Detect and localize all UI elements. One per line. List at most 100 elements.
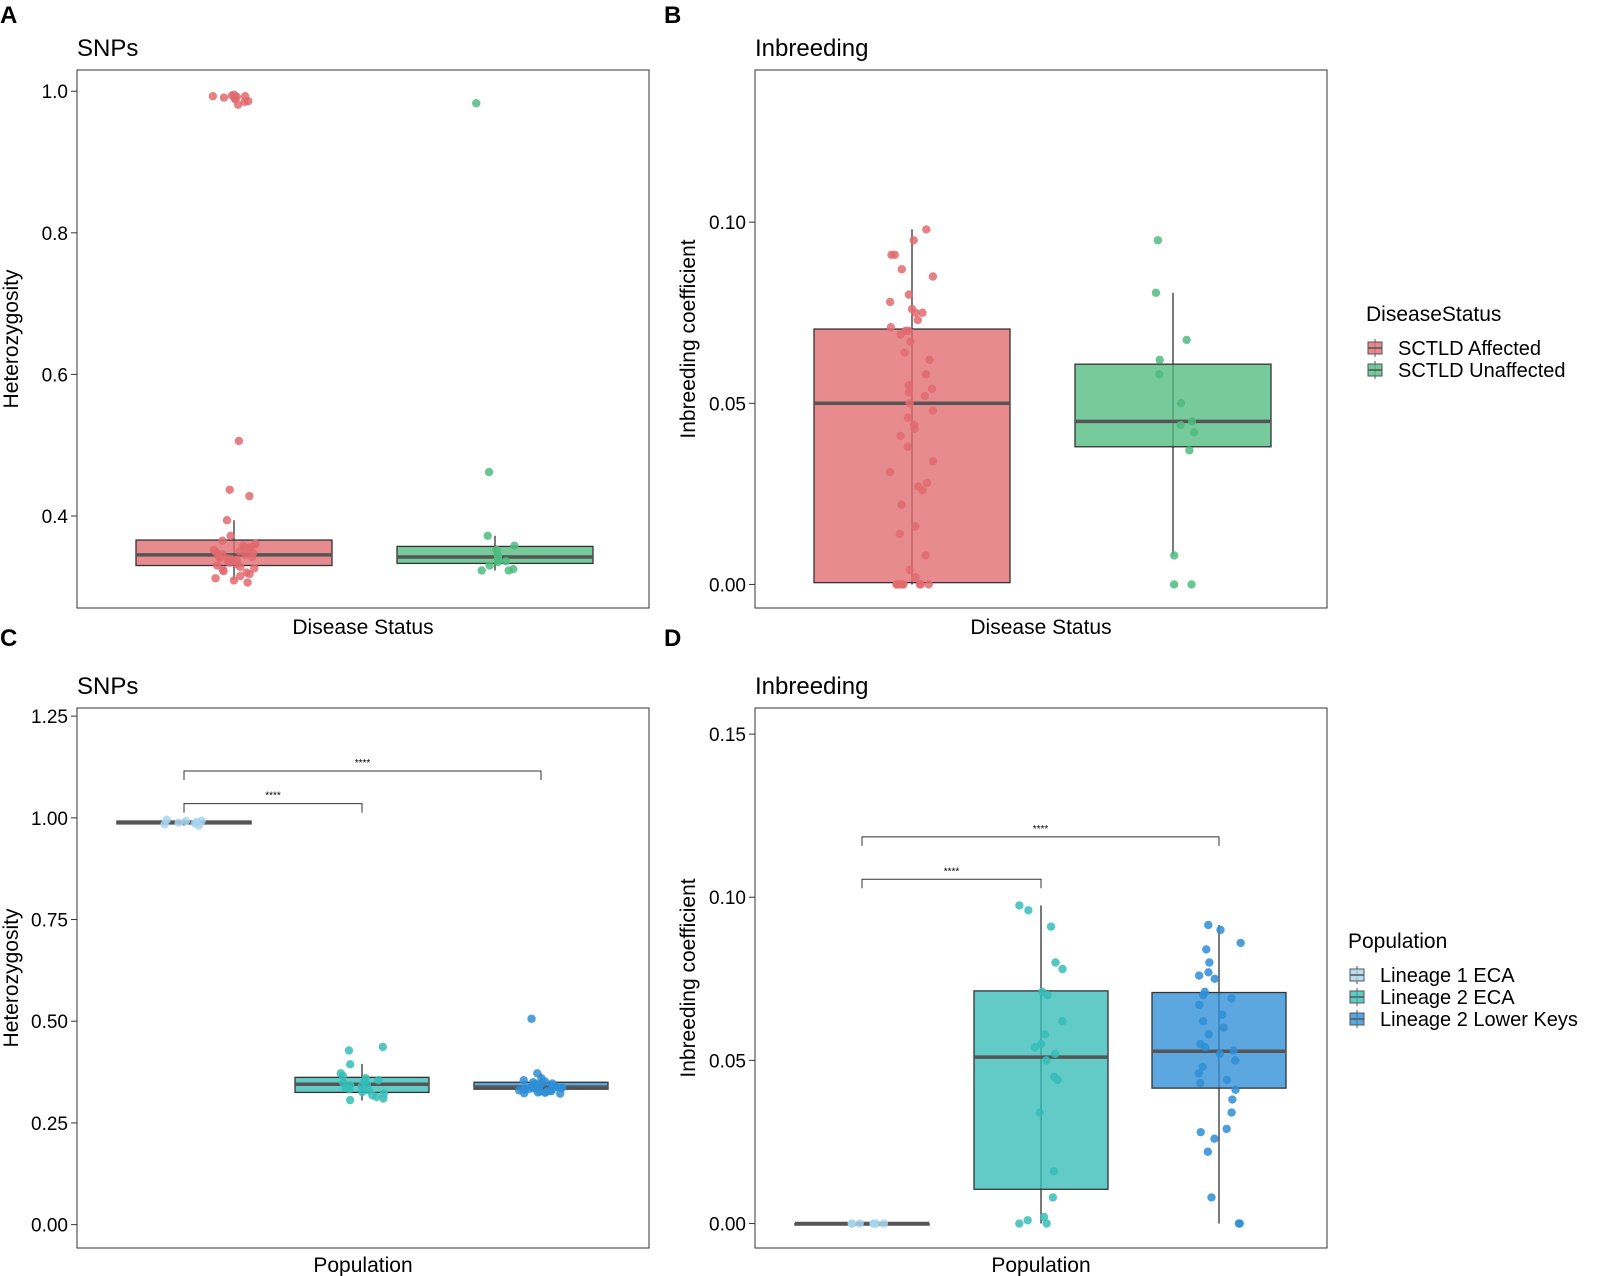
data-point [218,536,227,545]
data-point [250,564,259,573]
data-point [1194,971,1204,980]
data-point [247,552,257,562]
panel-d-plot-area [754,707,1328,1249]
data-point [1048,1193,1058,1202]
panel-a-y-tick-label: 1.0 [42,82,68,103]
panel-c-significance: **** **** [183,758,542,813]
data-point [910,522,920,531]
data-point [1204,920,1213,930]
data-point [208,91,218,101]
data-point [921,370,931,379]
data-point [1170,551,1179,560]
data-point [504,566,513,575]
data-point [920,391,929,401]
data-point [233,100,243,109]
panel-d-y-tick-label: 0.00 [709,1215,746,1236]
significance-label: **** [355,758,371,769]
data-point [1176,399,1186,408]
data-point [548,1079,557,1088]
data-point [345,1095,355,1105]
data-point [1040,1030,1050,1039]
data-point [378,1042,388,1052]
data-point [1200,1043,1210,1052]
panel-a: SNPs 0.4 0.6 0.8 1.0 Disease Status Heteroz… [0,35,650,639]
data-point [174,818,183,827]
panel-c-y-tick-label: 0.50 [31,1012,68,1033]
data-point [225,485,234,494]
data-point [1207,1193,1216,1202]
panel-letter-c: C [0,625,17,652]
panel-c-y-tick-label: 0.25 [31,1114,68,1135]
panel-b-y-axis-title: Inbreeding coefficient [677,239,700,438]
data-point [230,94,240,103]
data-point [1216,925,1225,935]
data-point [1205,958,1214,967]
panel-d-y-tick-label: 0.05 [709,1051,746,1072]
data-point [229,576,239,585]
data-point [869,1219,878,1228]
data-point [927,384,937,394]
data-point [501,557,511,566]
significance-bracket [861,878,1042,889]
data-point [374,1076,383,1085]
significance-label: **** [1033,824,1049,835]
panel-letter-d: D [664,625,681,652]
box-iqr [1151,991,1287,1089]
data-point [913,315,922,325]
panel-c: SNPs 0.00 0.25 0.50 0.75 1.00 1.25 **** **** P… [0,673,650,1276]
data-point [1222,1075,1232,1085]
data-point [477,566,486,575]
data-point [905,399,914,408]
data-point [1198,1062,1207,1072]
data-point [904,388,914,397]
data-point [483,531,492,540]
data-point [847,1219,856,1228]
data-point [219,93,229,102]
data-point [222,516,232,525]
significance-label: **** [944,866,960,877]
data-point [909,236,918,245]
data-point [1227,994,1236,1003]
panel-letter-b: B [664,2,681,29]
data-point [904,290,914,299]
data-point [1030,1043,1039,1052]
data-point [485,561,494,570]
panel-d-title: Inbreeding [755,673,868,700]
data-point [905,565,914,575]
data-point [1187,580,1196,589]
data-point [358,1087,367,1097]
data-point [1036,1039,1046,1049]
data-point [903,442,912,451]
box-iqr [973,990,1109,1190]
legend-population-title: Population [1348,930,1447,953]
data-point [879,1219,889,1228]
data-point [219,566,228,576]
box-iqr [1074,363,1272,448]
data-point [1231,1056,1240,1065]
panel-d: Inbreeding 0.00 0.05 0.10 0.15 **** **** Pop… [677,673,1328,1276]
panel-d-x-axis-title: Population [991,1254,1090,1276]
panel-d-y-tick-label: 0.10 [709,888,746,909]
data-point [557,1084,566,1093]
panel-c-y-tick-label: 0.75 [31,911,68,932]
data-point [194,821,204,830]
data-point [1204,968,1213,977]
panel-b: Inbreeding 0.00 0.05 0.10 Disease Status I… [677,35,1328,639]
data-point [890,250,899,259]
panel-c-title: SNPs [77,673,138,700]
significance-bracket [861,836,1220,846]
data-point [1228,1095,1237,1104]
data-point [1035,1108,1044,1117]
data-point [925,355,934,365]
data-point [1151,288,1161,298]
data-point [1023,1216,1032,1225]
data-point [1196,1079,1205,1088]
legend-population-item-label: Lineage 2 ECA [1380,987,1515,1009]
panel-b-y-ticks: 0.00 0.05 0.10 [709,213,755,596]
data-point [896,431,905,441]
data-point [1015,901,1024,910]
significance-bracket [183,770,542,781]
data-point [1176,420,1185,430]
